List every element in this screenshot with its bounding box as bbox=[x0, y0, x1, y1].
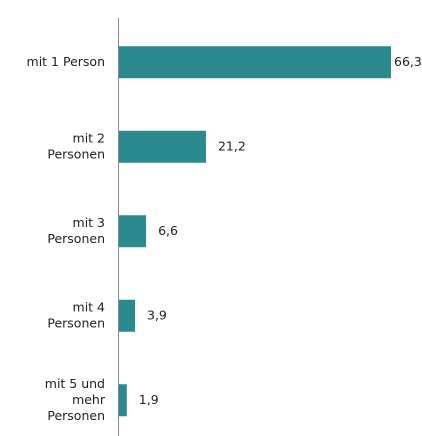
category-label: Personen bbox=[47, 408, 105, 423]
value-label: 3,9 bbox=[147, 307, 167, 322]
bar bbox=[119, 299, 135, 332]
category-label: mit 5 und bbox=[45, 376, 105, 391]
value-label: 1,9 bbox=[139, 392, 159, 407]
category-label: Personen bbox=[47, 315, 105, 330]
value-label: 6,6 bbox=[158, 223, 178, 238]
bar bbox=[119, 384, 127, 417]
category-label: mit 3 bbox=[73, 215, 105, 230]
value-label: 21,2 bbox=[218, 138, 246, 153]
category-label: Personen bbox=[47, 231, 105, 246]
category-label: mehr bbox=[72, 392, 106, 407]
bar bbox=[119, 215, 147, 248]
category-label: mit 4 bbox=[73, 299, 106, 314]
category-label: mit 1 Person bbox=[27, 54, 105, 69]
bar bbox=[119, 130, 206, 163]
category-label: mit 2 bbox=[73, 130, 105, 145]
bar bbox=[119, 46, 391, 79]
category-label: Personen bbox=[47, 146, 105, 161]
value-label: 66,3 bbox=[394, 54, 422, 69]
